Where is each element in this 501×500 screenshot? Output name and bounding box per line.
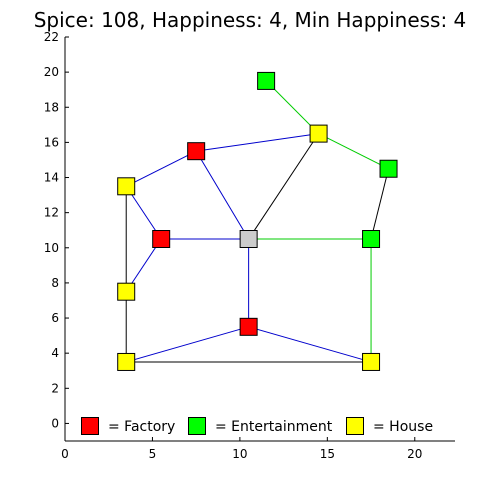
- status-text: Spice: 108, Happiness: 4, Min Happiness:…: [34, 8, 467, 32]
- selected-building[interactable]: [239, 230, 258, 248]
- y-tick-label: 14: [44, 171, 59, 185]
- legend-factory-swatch: [81, 417, 99, 435]
- factory-building[interactable]: [152, 230, 171, 248]
- y-tick-label: 0: [51, 416, 59, 430]
- entertainment-building[interactable]: [379, 159, 398, 178]
- legend-house-swatch: [346, 417, 364, 435]
- y-tick-label: 16: [44, 135, 59, 149]
- factory-building[interactable]: [239, 317, 258, 336]
- legend-entertainment-label: = Entertainment: [215, 419, 333, 435]
- building-layer[interactable]: [117, 71, 398, 371]
- y-tick-label: 8: [51, 276, 59, 290]
- legend-entertainment-swatch: [188, 417, 206, 435]
- road-e2-e3: [370, 168, 390, 240]
- entertainment-building[interactable]: [362, 230, 381, 248]
- road-h4-f3: [126, 326, 249, 363]
- x-tick-label: 5: [149, 447, 157, 461]
- house-building[interactable]: [117, 352, 136, 371]
- house-building[interactable]: [362, 352, 381, 371]
- y-tick-label: 12: [44, 206, 59, 220]
- road-f1-h1: [196, 133, 319, 152]
- road-h1-e2: [318, 133, 389, 170]
- x-tick-label: 0: [61, 447, 69, 461]
- x-tick-label: 15: [320, 447, 335, 461]
- y-tick-label: 2: [51, 381, 59, 395]
- y-tick-label: 20: [44, 65, 59, 79]
- house-building[interactable]: [117, 177, 136, 196]
- factory-building[interactable]: [187, 142, 206, 161]
- legend-house-label: = House: [373, 419, 433, 435]
- x-tick-label: 20: [407, 447, 422, 461]
- road-f1-s1: [195, 150, 250, 240]
- y-tick-label: 10: [44, 241, 59, 255]
- y-tick-label: 6: [51, 311, 59, 325]
- plot-axes: 0 2 4 6 8 10 12 14 16 18 20 22 0 5 10 15 20: [44, 30, 455, 461]
- entertainment-building[interactable]: [257, 71, 276, 90]
- road-h2-f1: [125, 150, 197, 187]
- road-s1-h1: [248, 133, 320, 240]
- x-tick-label: 10: [232, 447, 247, 461]
- legend: = Factory = Entertainment = House: [81, 417, 433, 435]
- house-building[interactable]: [117, 282, 136, 301]
- y-tick-label: 4: [51, 346, 59, 360]
- road-f3-h5: [248, 326, 372, 363]
- y-tick-label: 22: [44, 30, 59, 44]
- y-tick-label: 18: [44, 100, 59, 114]
- legend-factory-label: = Factory: [108, 419, 175, 435]
- house-building[interactable]: [309, 124, 328, 143]
